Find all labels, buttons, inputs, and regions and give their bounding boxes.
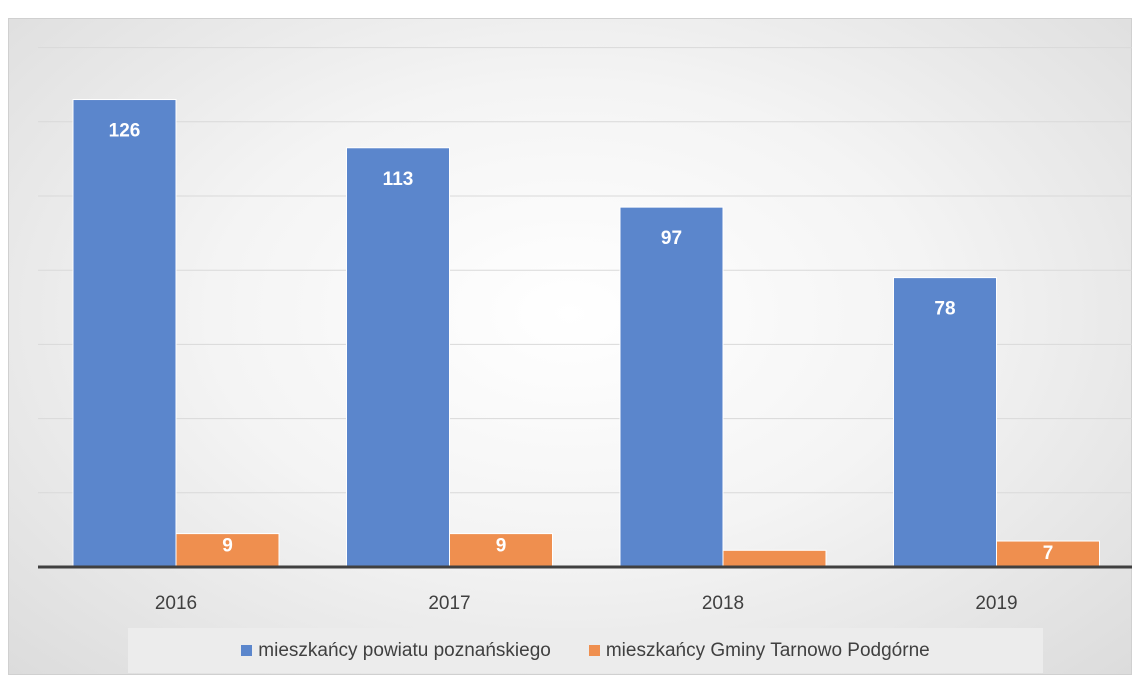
legend-swatch-series-1 — [241, 645, 253, 656]
legend-label-series-2: mieszkańcy Gminy Tarnowo Podgórne — [605, 639, 930, 661]
x-tick-label-2016: 2016 — [155, 593, 197, 614]
legend: mieszkańcy powiatu poznańskiego mieszkań… — [128, 628, 1043, 673]
legend-item-series-1: mieszkańcy powiatu poznańskiego — [241, 640, 551, 662]
bar-gmina-2017 — [449, 533, 553, 568]
x-tick-label-2018: 2018 — [702, 593, 744, 614]
bar-powiat-2017 — [346, 147, 450, 568]
bar-powiat-2016 — [72, 99, 177, 568]
bar-powiat-2018 — [619, 206, 724, 568]
legend-label-series-1: mieszkańcy powiatu poznańskiego — [258, 639, 551, 661]
bar-gmina-2016 — [175, 533, 280, 568]
legend-item-series-2: mieszkańcy Gminy Tarnowo Podgórne — [588, 639, 930, 662]
data-label-gmina-2019: 7 — [1043, 543, 1054, 564]
data-label-powiat-2018: 97 — [661, 228, 682, 249]
x-tick-label-2019: 2019 — [975, 593, 1017, 614]
data-label-powiat-2016: 126 — [109, 121, 141, 142]
legend-swatch-series-2 — [588, 645, 600, 656]
bar-gmina-2019 — [996, 540, 1100, 568]
data-label-powiat-2019: 78 — [934, 299, 955, 320]
data-label-gmina-2017: 9 — [496, 536, 507, 557]
data-label-powiat-2017: 113 — [383, 169, 414, 190]
data-label-gmina-2016: 9 — [222, 536, 233, 557]
bar-powiat-2019 — [893, 277, 997, 568]
x-tick-label-2017: 2017 — [428, 593, 470, 614]
bar-gmina-2018 — [722, 549, 827, 568]
